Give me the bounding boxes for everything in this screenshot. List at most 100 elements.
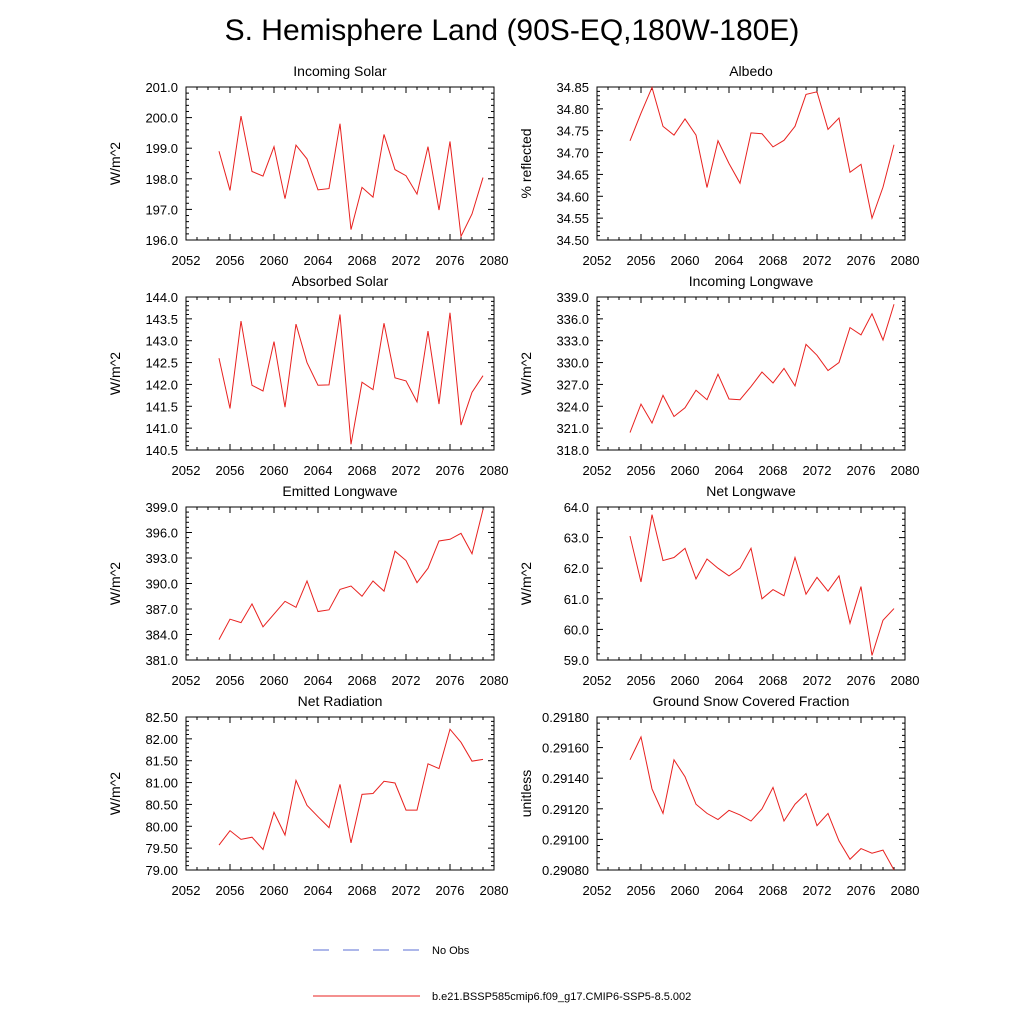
y-axis-label: W/m^2 [107,352,123,395]
x-tick-label: 2072 [392,883,421,898]
x-tick-label: 2072 [803,673,832,688]
y-tick-label: 0.29100 [542,832,589,847]
y-tick-label: 144.0 [145,290,178,305]
y-tick-label: 81.00 [145,776,178,791]
chart-panel-incoming-longwave: Incoming Longwave W/m^2 2052 2056 2060 2064 20… [518,273,919,478]
x-tick-label: 2068 [348,253,377,268]
x-tick-label: 2060 [671,463,700,478]
y-tick-label: 333.0 [556,334,589,349]
chart-panel-absorbed-solar: Absorbed Solar W/m^2 2052 2056 2060 2064 2068 2… [107,273,508,478]
chart-panel-incoming-solar: Incoming Solar W/m^2 2052 2056 2060 2064 2068 2… [107,63,508,268]
panel-title: Incoming Solar [293,63,387,79]
series-line-emitted-longwave [218,509,484,640]
series-line-net-radiation [218,728,484,851]
y-tick-label: 59.0 [564,653,589,668]
x-tick-label: 2064 [304,463,333,478]
plot-frame [596,296,906,451]
panel-title: Albedo [729,63,773,79]
plot-frame [596,86,906,241]
y-axis-label: W/m^2 [107,562,123,605]
x-tick-label: 2076 [436,463,465,478]
x-tick-label: 2072 [392,253,421,268]
x-tick-label: 2080 [480,673,509,688]
x-tick-label: 2056 [216,883,245,898]
y-tick-label: 330.0 [556,356,589,371]
y-tick-label: 143.5 [145,312,178,327]
y-tick-label: 141.0 [145,421,178,436]
x-tick-label: 2076 [847,673,876,688]
panel-title: Net Radiation [298,693,383,709]
y-tick-label: 80.50 [145,797,178,812]
x-tick-label: 2052 [172,883,201,898]
y-tick-label: 34.85 [556,80,589,95]
y-tick-label: 34.80 [556,102,589,117]
x-tick-label: 2060 [260,253,289,268]
x-tick-label: 2072 [803,253,832,268]
x-tick-label: 2056 [627,673,656,688]
y-axis-label: W/m^2 [107,142,123,185]
x-tick-label: 2056 [627,883,656,898]
y-tick-label: 34.75 [556,124,589,139]
x-tick-label: 2068 [759,253,788,268]
series-line-incoming-solar [218,115,484,239]
x-tick-label: 2060 [260,883,289,898]
y-tick-label: 321.0 [556,421,589,436]
x-tick-label: 2052 [583,883,612,898]
x-tick-label: 2060 [260,463,289,478]
y-axis-label: unitless [518,770,534,817]
plot-frame [596,506,906,661]
x-tick-label: 2080 [480,883,509,898]
x-tick-label: 2056 [627,463,656,478]
y-axis-label: W/m^2 [518,562,534,605]
plot-frame [596,716,906,871]
panel-title: Incoming Longwave [689,273,814,289]
legend-label-model-run: b.e21.BSSP585cmip6.f09_g17.CMIP6-SSP5-8.… [432,991,691,1003]
y-tick-label: 0.29140 [542,771,589,786]
series-line-net-longwave [629,514,895,656]
x-tick-label: 2052 [583,673,612,688]
y-tick-label: 34.65 [556,167,589,182]
x-tick-label: 2056 [216,253,245,268]
x-tick-label: 2052 [172,253,201,268]
x-tick-label: 2076 [847,253,876,268]
y-tick-label: 61.0 [564,592,589,607]
y-tick-label: 62.0 [564,561,589,576]
y-tick-label: 63.0 [564,531,589,546]
y-tick-label: 81.50 [145,754,178,769]
y-tick-label: 0.29080 [542,863,589,878]
series-line-albedo [629,85,895,221]
y-tick-label: 143.0 [145,334,178,349]
y-tick-label: 80.00 [145,819,178,834]
x-tick-label: 2072 [803,463,832,478]
x-tick-label: 2068 [348,463,377,478]
panel-title: Absorbed Solar [292,273,389,289]
x-tick-label: 2052 [172,673,201,688]
x-tick-label: 2052 [172,463,201,478]
x-tick-label: 2064 [715,883,744,898]
y-axis-label: W/m^2 [107,772,123,815]
y-tick-label: 141.5 [145,399,178,414]
x-tick-label: 2080 [480,253,509,268]
plot-frame [185,506,495,661]
y-axis-label: % reflected [518,128,534,198]
y-tick-label: 390.0 [145,577,178,592]
y-tick-label: 34.55 [556,211,589,226]
x-tick-label: 2052 [583,463,612,478]
x-tick-label: 2080 [480,463,509,478]
x-tick-label: 2060 [671,673,700,688]
panel-title: Ground Snow Covered Fraction [653,693,850,709]
y-tick-label: 82.50 [145,710,178,725]
panel-title: Emitted Longwave [282,483,397,499]
y-tick-label: 399.0 [145,500,178,515]
x-tick-label: 2068 [759,883,788,898]
x-tick-label: 2072 [392,673,421,688]
y-tick-label: 318.0 [556,443,589,458]
y-tick-label: 381.0 [145,653,178,668]
figure-title: S. Hemisphere Land (90S-EQ,180W-180E) [225,14,800,47]
x-tick-label: 2060 [260,673,289,688]
plot-frame [185,716,495,871]
series-line-absorbed-solar [218,312,484,445]
y-tick-label: 196.0 [145,233,178,248]
y-tick-label: 384.0 [145,628,178,643]
